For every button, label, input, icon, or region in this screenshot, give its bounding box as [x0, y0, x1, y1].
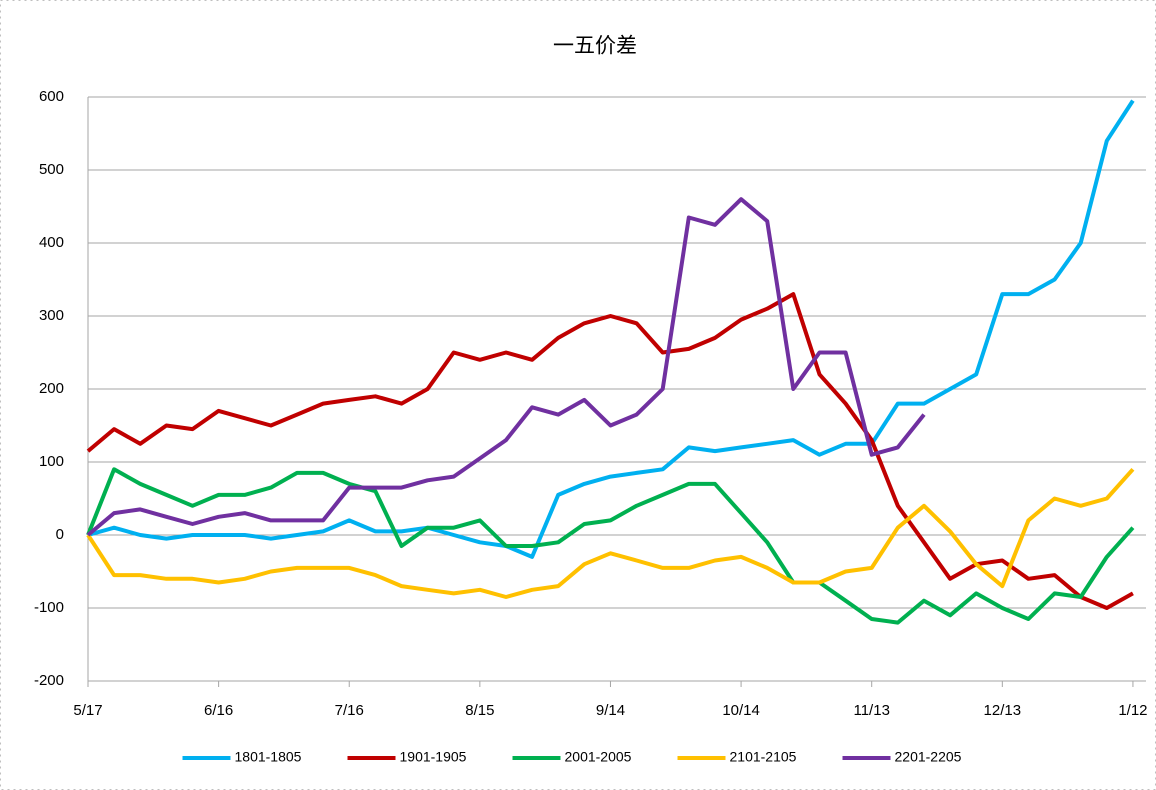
- x-tick-label: 8/15: [465, 702, 494, 719]
- x-tick-label: 6/16: [204, 702, 233, 719]
- y-tick-label: 400: [39, 234, 64, 251]
- legend-label: 1801-1805: [235, 749, 302, 765]
- series-line: [86, 467, 1135, 599]
- x-tick-label: 11/13: [853, 702, 889, 719]
- y-tick-label: 0: [56, 526, 64, 543]
- y-tick-label: 200: [39, 380, 64, 397]
- series-line: [87, 99, 1135, 559]
- y-tick-label: 100: [39, 453, 64, 470]
- y-tick-label: -200: [34, 672, 64, 689]
- y-tick-label: 300: [39, 307, 64, 324]
- series-line: [86, 197, 926, 537]
- x-tick-label: 12/13: [984, 702, 1022, 719]
- series-line: [86, 292, 1134, 610]
- x-tick-label: 5/17: [73, 702, 102, 719]
- legend-label: 2201-2205: [895, 749, 962, 765]
- legend-label: 1901-1905: [400, 749, 467, 765]
- chart-title: 一五价差: [553, 35, 637, 58]
- x-tick-label: 10/14: [722, 702, 760, 719]
- y-tick-label: 600: [39, 88, 64, 105]
- x-tick-label: 7/16: [335, 702, 364, 719]
- legend-label: 2101-2105: [730, 749, 797, 765]
- y-tick-label: 500: [39, 161, 64, 178]
- y-tick-label: -100: [34, 599, 64, 616]
- x-tick-label: 9/14: [596, 702, 625, 719]
- legend-label: 2001-2005: [565, 749, 632, 765]
- series-line: [86, 467, 1135, 625]
- x-tick-label: 1/12: [1118, 702, 1147, 719]
